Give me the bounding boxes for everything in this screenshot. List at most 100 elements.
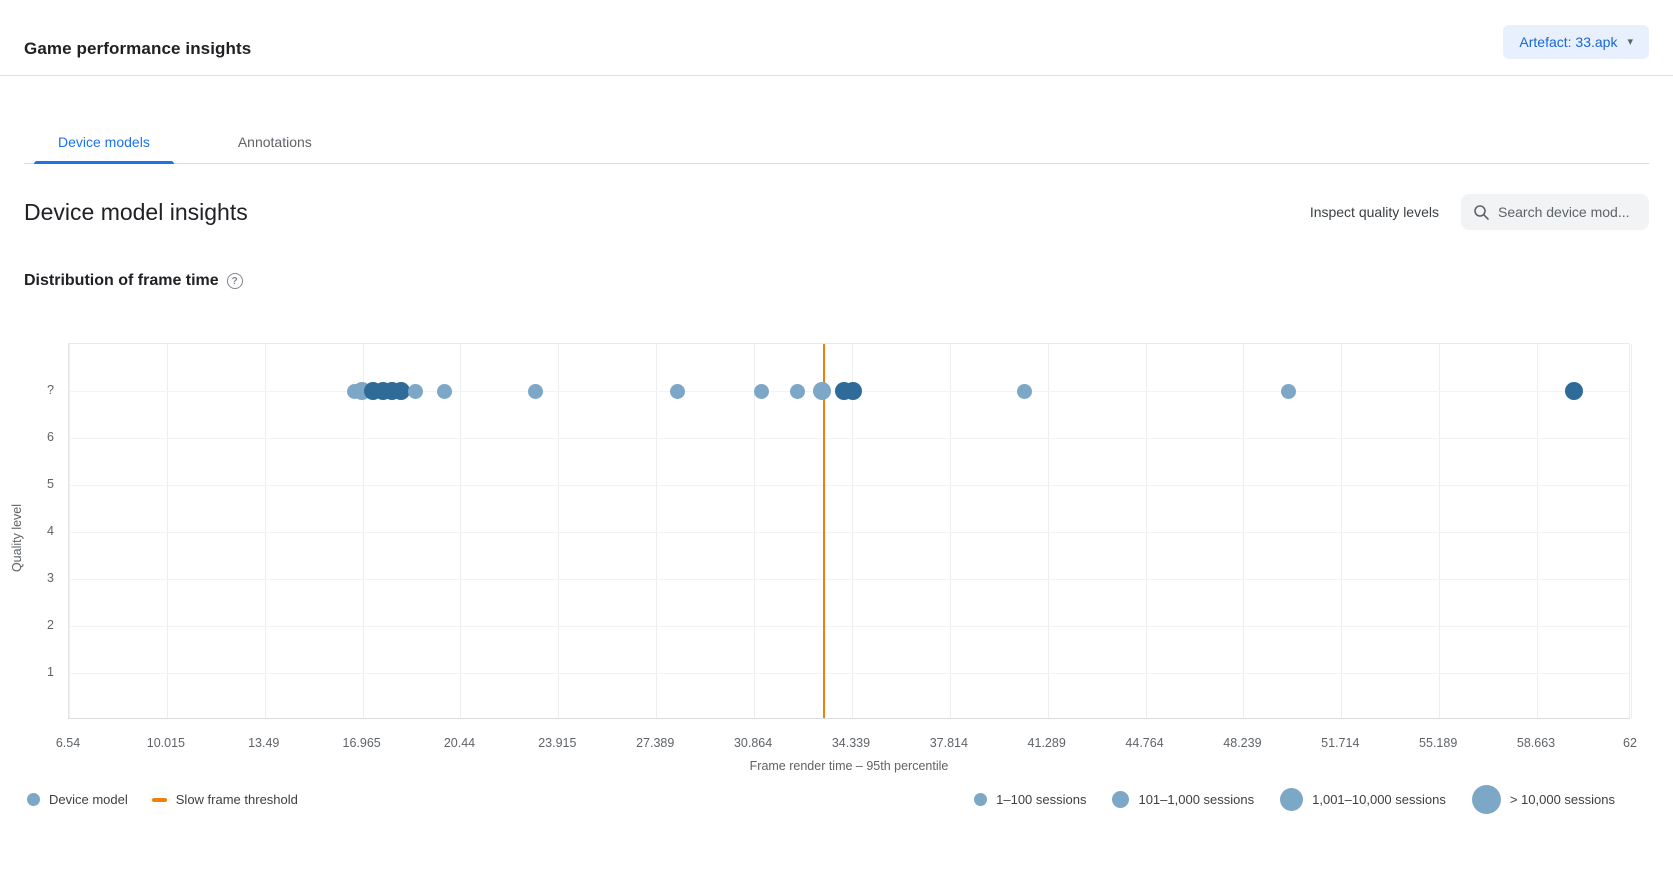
x-gridline bbox=[754, 344, 756, 718]
legend-size-2-label: 101–1,000 sessions bbox=[1138, 792, 1255, 807]
x-tick-label: 13.49 bbox=[248, 736, 280, 750]
x-tick-label: 20.44 bbox=[443, 736, 476, 750]
x-gridline bbox=[362, 344, 364, 718]
device-model-point[interactable] bbox=[528, 383, 544, 399]
x-gridline bbox=[1047, 344, 1049, 718]
x-tick-label: 10.015 bbox=[146, 736, 185, 750]
x-gridline bbox=[851, 344, 853, 718]
x-gridline bbox=[166, 344, 168, 718]
legend-slow-frame-threshold: Slow frame threshold bbox=[151, 792, 298, 807]
x-gridline bbox=[1631, 344, 1632, 718]
legend-threshold-label: Slow frame threshold bbox=[175, 792, 298, 807]
y-tick-label: 1 bbox=[47, 665, 54, 679]
y-gridline bbox=[69, 438, 1629, 439]
legend-device-model-label: Device model bbox=[49, 792, 128, 807]
x-gridline bbox=[1439, 344, 1441, 718]
x-tick-label: 48.239 bbox=[1223, 736, 1262, 750]
search-device-models-box[interactable] bbox=[1461, 194, 1649, 230]
device-model-point[interactable] bbox=[754, 383, 770, 399]
x-gridline bbox=[558, 344, 560, 718]
plot-area bbox=[68, 343, 1632, 719]
device-model-point[interactable] bbox=[1281, 383, 1297, 399]
x-tick-label: 44.764 bbox=[1125, 736, 1164, 750]
page-title: Game performance insights bbox=[24, 38, 252, 58]
session-size-medium-icon bbox=[1112, 791, 1130, 808]
legend-size-1-label: 1–100 sessions bbox=[996, 792, 1087, 807]
legend-size-4-label: > 10,000 sessions bbox=[1509, 792, 1615, 807]
y-tick-label: 6 bbox=[47, 430, 54, 444]
search-device-models-input[interactable] bbox=[1498, 204, 1637, 220]
legend-size-2: 101–1,000 sessions bbox=[1112, 791, 1254, 808]
x-gridline bbox=[460, 344, 462, 718]
x-tick-label: 62 bbox=[1623, 736, 1637, 750]
frame-time-chart: Quality level ? 6 5 4 3 2 1 6.54 10.015 13.49 16.… bbox=[0, 343, 1673, 773]
inspect-quality-levels-link[interactable]: Inspect quality levels bbox=[1309, 204, 1439, 220]
x-gridline bbox=[1537, 344, 1538, 718]
session-size-large-icon bbox=[1280, 788, 1304, 811]
device-model-point[interactable] bbox=[392, 382, 411, 400]
chart-legend: Device model Slow frame threshold 1–100 … bbox=[27, 785, 1615, 814]
y-tick-label: 2 bbox=[47, 618, 54, 632]
y-tick-label: 4 bbox=[47, 524, 54, 538]
x-tick-label: 34.339 bbox=[831, 736, 871, 750]
artifact-selector-label: Artefact: 33.apk bbox=[1519, 33, 1618, 50]
tab-annotations[interactable]: Annotations bbox=[237, 134, 312, 150]
threshold-dash-icon bbox=[151, 797, 167, 802]
chevron-down-icon: ▾ bbox=[1627, 36, 1633, 48]
legend-size-3-label: 1,001–10,000 sessions bbox=[1312, 792, 1446, 807]
device-model-point[interactable] bbox=[843, 382, 862, 400]
device-model-point[interactable] bbox=[1017, 383, 1033, 399]
x-axis-title: Frame render time – 95th percentile bbox=[749, 759, 949, 773]
x-gridline bbox=[264, 344, 266, 718]
x-tick-label: 51.714 bbox=[1321, 736, 1360, 750]
device-model-point[interactable] bbox=[408, 383, 424, 399]
x-tick-label: 27.389 bbox=[636, 736, 675, 750]
session-size-small-icon bbox=[974, 793, 988, 806]
section-header: Device model insights Inspect quality le… bbox=[24, 194, 1649, 230]
legend-series: Device model Slow frame threshold bbox=[27, 792, 298, 807]
y-tick-label: 3 bbox=[47, 571, 54, 585]
y-gridline bbox=[69, 532, 1629, 533]
page-header: Game performance insights Artefact: 33.a… bbox=[0, 0, 1673, 76]
artifact-selector-button[interactable]: Artefact: 33.apk ▾ bbox=[1503, 24, 1649, 59]
x-gridline bbox=[1145, 344, 1147, 718]
x-gridline bbox=[656, 344, 658, 718]
x-tick-label: 55.189 bbox=[1419, 736, 1458, 750]
x-tick-label: 30.864 bbox=[733, 736, 773, 750]
y-gridline bbox=[69, 579, 1629, 580]
tab-device-models[interactable]: Device models bbox=[34, 126, 174, 164]
x-tick-label: 41.289 bbox=[1027, 736, 1066, 750]
x-tick-label: 6.54 bbox=[55, 736, 81, 750]
device-model-point[interactable] bbox=[437, 383, 453, 399]
y-tick-label: ? bbox=[47, 383, 54, 397]
x-tick-label: 58.663 bbox=[1516, 736, 1556, 750]
x-gridline bbox=[1243, 344, 1245, 718]
device-model-point[interactable] bbox=[1564, 382, 1583, 400]
device-model-dot-icon bbox=[27, 793, 40, 806]
x-tick-label: 23.915 bbox=[538, 736, 577, 750]
device-model-point[interactable] bbox=[670, 383, 686, 399]
x-gridline bbox=[1341, 344, 1343, 718]
x-gridline bbox=[69, 344, 70, 718]
legend-session-sizes: 1–100 sessions 101–1,000 sessions 1,001–… bbox=[974, 785, 1615, 814]
section-controls: Inspect quality levels bbox=[1310, 194, 1649, 230]
y-axis-labels: ? 6 5 4 3 2 1 bbox=[0, 343, 68, 719]
chart-heading: Distribution of frame time ? bbox=[24, 272, 1649, 290]
legend-size-4: > 10,000 sessions bbox=[1471, 785, 1615, 814]
help-icon[interactable]: ? bbox=[226, 273, 243, 289]
chart-title: Distribution of frame time bbox=[24, 272, 219, 289]
y-tick-label: 5 bbox=[47, 477, 54, 491]
y-gridline bbox=[69, 485, 1629, 486]
y-gridline bbox=[69, 626, 1629, 627]
search-icon bbox=[1473, 204, 1490, 221]
y-gridline bbox=[69, 673, 1629, 674]
legend-size-1: 1–100 sessions bbox=[974, 792, 1086, 807]
device-model-point[interactable] bbox=[812, 382, 831, 400]
device-model-point[interactable] bbox=[790, 383, 806, 399]
x-tick-label: 37.814 bbox=[929, 736, 968, 750]
section-title: Device model insights bbox=[24, 198, 248, 225]
slow-frame-threshold-line bbox=[822, 344, 825, 718]
x-tick-label: 16.965 bbox=[342, 736, 381, 750]
x-gridline bbox=[949, 344, 951, 718]
tab-bar: Device models Annotations bbox=[24, 126, 1649, 164]
